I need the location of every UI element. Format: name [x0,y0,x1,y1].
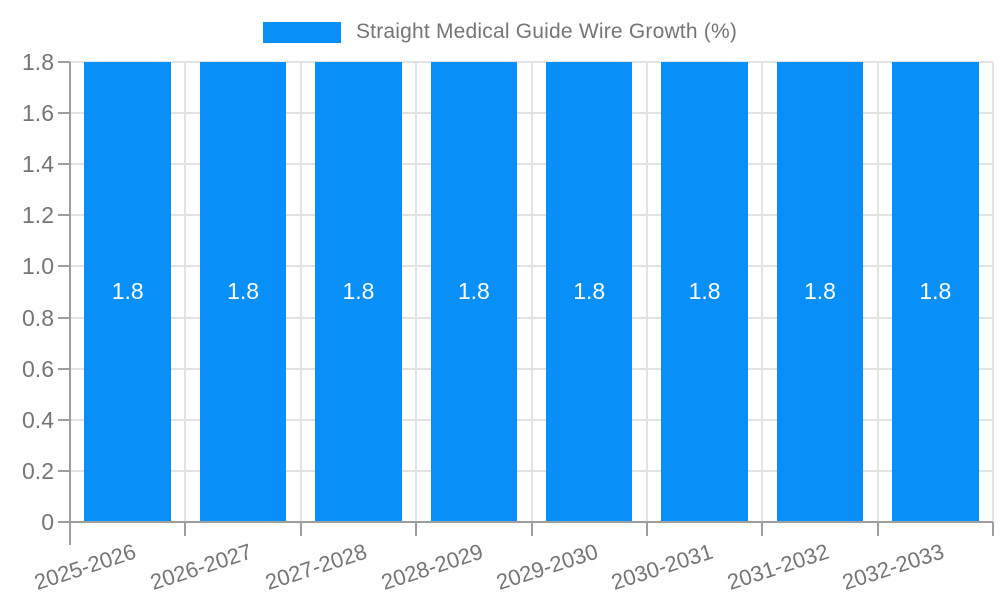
y-axis-label-0.2: 0.2 [22,457,54,484]
y-axis-label-1.0: 1.0 [22,253,54,280]
y-tick-mark [58,112,70,115]
gridline-vertical [415,62,418,522]
x-tick-mark [530,522,533,536]
bar-value-label: 1.8 [342,278,375,304]
y-axis-line [69,62,71,545]
y-tick-mark [58,367,70,370]
bar-value-label: 1.8 [111,278,144,304]
gridline-vertical [876,62,879,522]
y-tick-mark [58,316,70,319]
x-tick-mark [415,522,418,536]
x-axis-label-2031-2032: 2031-2032 [723,538,832,595]
gridline-vertical [645,62,648,522]
x-axis-label-2030-2031: 2030-2031 [608,538,717,595]
gridline-vertical [992,62,994,522]
x-axis-label-2027-2028: 2027-2028 [262,538,371,595]
y-axis-label-1.4: 1.4 [22,151,54,178]
gridline-vertical [530,62,533,522]
y-axis-label-0.4: 0.4 [22,406,54,433]
bar-2026-2027[interactable]: 1.8 [199,62,287,522]
y-axis-label-1.8: 1.8 [22,49,54,75]
y-axis-label-0: 0 [41,509,54,535]
legend: Straight Medical Guide Wire Growth (%) [0,16,1000,48]
bar-value-label: 1.8 [919,278,952,304]
gridline-vertical [761,62,764,522]
x-tick-mark [299,522,302,536]
x-tick-mark [876,522,879,536]
bar-2025-2026[interactable]: 1.8 [84,62,171,522]
x-tick-mark [645,522,648,536]
y-tick-mark [58,469,70,472]
gridline-vertical [299,62,302,522]
bar-2032-2033[interactable]: 1.8 [892,62,979,522]
x-tick-mark [184,522,187,536]
y-axis-label-1.2: 1.2 [22,202,54,229]
legend-item[interactable]: Straight Medical Guide Wire Growth (%) [262,20,738,44]
y-tick-mark [58,214,70,217]
x-tick-mark [69,522,71,536]
x-tick-mark [992,522,994,536]
legend-label: Straight Medical Guide Wire Growth (%) [355,20,738,43]
bar-value-label: 1.8 [803,278,836,304]
bar-2027-2028[interactable]: 1.8 [315,62,402,522]
bar-2030-2031[interactable]: 1.8 [661,62,748,522]
bar-value-label: 1.8 [688,278,721,304]
y-tick-mark [58,61,70,63]
y-tick-mark [58,163,70,166]
y-tick-mark [58,418,70,421]
y-axis-label-0.6: 0.6 [22,355,54,382]
y-tick-mark [58,265,70,268]
y-axis-label-1.6: 1.6 [22,100,54,127]
bar-2031-2032[interactable]: 1.8 [776,62,864,522]
gridline-vertical [184,62,187,522]
x-axis-label-2029-2030: 2029-2030 [493,538,601,595]
x-axis-label-2026-2027: 2026-2027 [146,538,255,595]
bar-2029-2030[interactable]: 1.8 [545,62,633,522]
x-tick-mark [761,522,764,536]
bar-value-label: 1.8 [227,278,260,304]
y-tick-mark [58,521,70,523]
bar-value-label: 1.8 [457,278,490,304]
x-axis-label-2025-2026: 2025-2026 [31,538,140,595]
bar-value-label: 1.8 [573,278,606,304]
x-axis-label-2032-2033: 2032-2033 [839,538,948,595]
plot-area: 1.8 1.8 1.8 1.8 1.8 1.8 1.8 1.8 [70,61,994,522]
y-axis-label-0.8: 0.8 [22,304,54,331]
x-axis-label-2028-2029: 2028-2029 [377,538,486,595]
bar-2028-2029[interactable]: 1.8 [430,62,518,522]
legend-color-swatch [262,21,341,43]
